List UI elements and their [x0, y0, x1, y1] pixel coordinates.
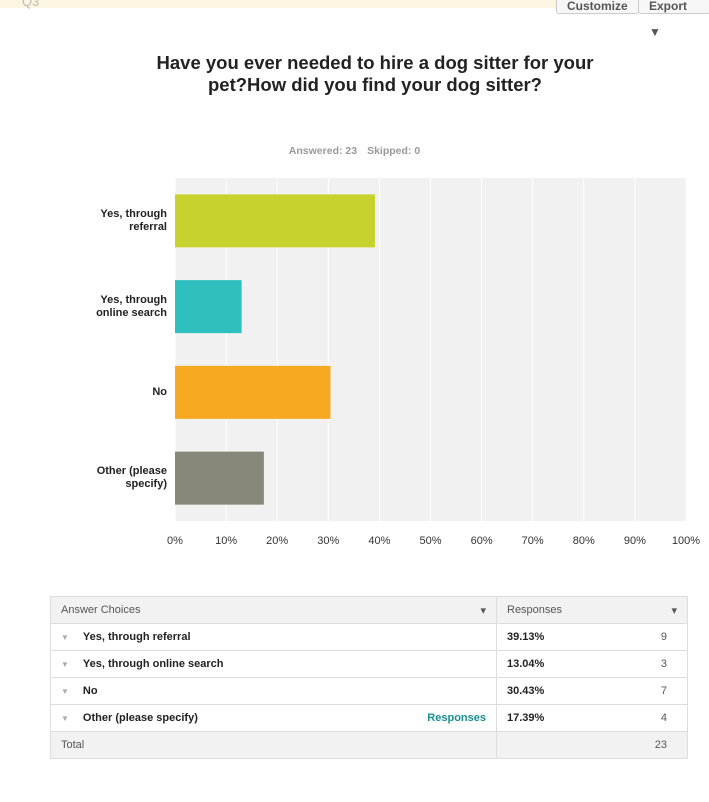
chart-title: Have you ever needed to hire a dog sitte…: [156, 52, 594, 95]
total-cell: 23: [496, 731, 688, 759]
response-table: Answer Choices ▾ Responses ▾ ▼ Yes, through…: [50, 596, 688, 759]
top-bar: [0, 0, 709, 8]
category-label: Yes, through online search: [96, 293, 167, 319]
count: 4: [660, 712, 667, 724]
category-label: No: [152, 385, 167, 398]
sort-arrow[interactable]: ▾: [480, 604, 486, 617]
choice-text: Other (please specify): [82, 712, 198, 724]
total-count: 23: [654, 739, 667, 751]
x-tick-label: 70%: [521, 535, 544, 547]
table-row: ▼ Yes, through online search 13.04% 3: [50, 650, 688, 678]
expand-arrow: ▼: [61, 687, 69, 696]
skipped: Skipped: 0: [367, 145, 421, 157]
percent: 17.39%: [507, 712, 545, 724]
total-label: Total: [50, 731, 497, 759]
export-button[interactable]: Export ▼: [638, 0, 709, 39]
choice-cell: ▼ Yes, through online search: [50, 650, 497, 678]
percent: 13.04%: [507, 658, 545, 670]
category-label: Other (please specify): [96, 465, 167, 491]
bar: [175, 451, 264, 505]
response-cell: 39.13% 9: [496, 623, 688, 651]
x-tick-label: 0%: [167, 535, 183, 547]
table-row: ▼ Other (please specify) Responses 17.39% 4: [50, 704, 688, 732]
customize-button[interactable]: Customize: [556, 0, 639, 14]
table-header: Answer Choices ▾ Responses ▾: [50, 596, 688, 624]
choice-cell: ▼ No: [50, 677, 497, 705]
x-tick-label: 90%: [623, 535, 646, 547]
header-text: Responses: [507, 603, 563, 616]
expand-arrow: ▼: [61, 714, 69, 723]
total-row: Total 23: [50, 731, 688, 759]
sort-arrow[interactable]: ▾: [671, 604, 677, 617]
choice-text: No: [82, 685, 98, 697]
x-tick-label: 10%: [215, 535, 238, 547]
category-label: Yes, through referral: [100, 207, 167, 233]
count: 9: [660, 631, 667, 643]
table-row: ▼ No 30.43% 7: [50, 677, 688, 705]
count: 3: [660, 658, 667, 670]
bar: [175, 365, 331, 419]
bar: [175, 194, 375, 248]
bar: [175, 280, 242, 334]
answered: Answered: 23: [288, 145, 358, 157]
table-row: ▼ Yes, through referral 39.13% 9: [50, 623, 688, 651]
x-tick-label: 20%: [266, 535, 289, 547]
x-tick-label: 80%: [572, 535, 595, 547]
response-cell: 13.04% 3: [496, 650, 688, 678]
percent: 30.43%: [507, 685, 545, 697]
response-cell: 17.39% 4: [496, 704, 688, 732]
percent: 39.13%: [507, 631, 545, 643]
question-number: Q3: [22, 0, 40, 9]
choice-text: Yes, through online search: [82, 658, 224, 670]
header-text: Answer Choices: [61, 603, 141, 616]
expand-arrow: ▼: [61, 660, 69, 669]
x-tick-label: 50%: [419, 535, 442, 547]
count: 7: [660, 685, 667, 697]
expand-arrow: ▼: [61, 633, 69, 642]
x-tick-label: 60%: [470, 535, 493, 547]
x-tick-label: 40%: [368, 535, 391, 547]
choice-cell: ▼ Yes, through referral: [50, 623, 497, 651]
choice-text: Yes, through referral: [82, 631, 191, 643]
header-cell: Responses ▾: [496, 596, 688, 624]
x-tick-label: 100%: [671, 535, 701, 547]
choice-cell: ▼ Other (please specify) Responses: [50, 704, 497, 732]
response-cell: 30.43% 7: [496, 677, 688, 705]
responses-link[interactable]: Responses: [427, 712, 486, 724]
subtitle: Answered: 23 Skipped: 0: [0, 145, 709, 157]
header-cell: Answer Choices ▾: [50, 596, 497, 624]
chart: [174, 178, 687, 521]
x-tick-label: 30%: [317, 535, 340, 547]
